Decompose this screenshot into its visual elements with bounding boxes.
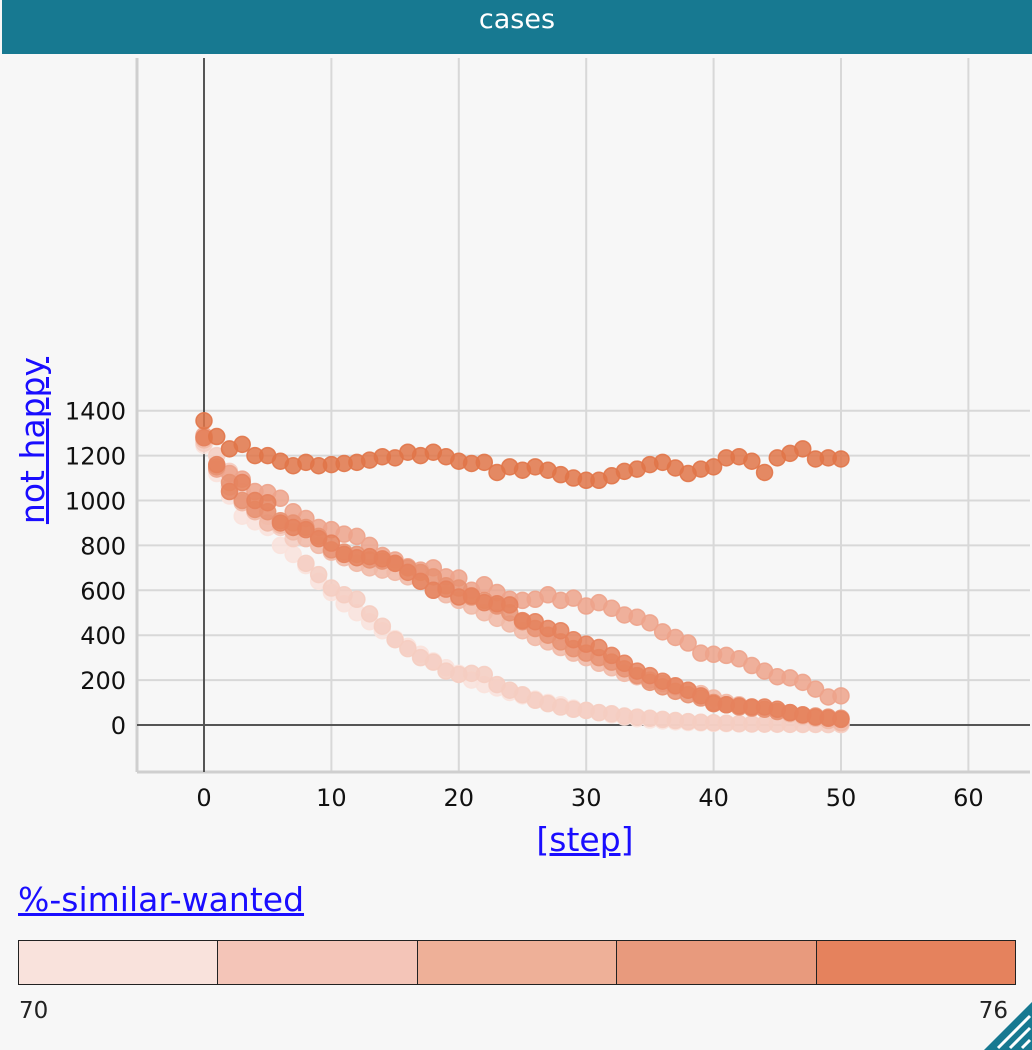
legend-title[interactable]: %-similar-wanted — [18, 880, 305, 919]
y-tick-label: 600 — [80, 577, 126, 605]
data-point — [233, 435, 251, 454]
data-point — [348, 527, 366, 546]
legend-swatch — [816, 941, 1016, 984]
x-tick-label: 40 — [698, 784, 729, 812]
data-point — [322, 534, 341, 552]
data-point — [207, 427, 226, 446]
y-tick-label: 1000 — [65, 488, 126, 516]
data-point — [475, 665, 494, 684]
y-tick-label: 400 — [80, 622, 126, 650]
data-point — [475, 453, 494, 472]
data-point — [806, 680, 825, 698]
legend-swatch — [218, 941, 418, 984]
data-point — [373, 617, 392, 635]
data-point — [386, 554, 404, 573]
data-point — [424, 653, 443, 671]
legend-min-label: 70 — [19, 998, 49, 1024]
data-point — [832, 687, 850, 705]
data-point — [195, 412, 213, 430]
data-point — [386, 630, 404, 649]
data-point — [220, 482, 239, 501]
data-point — [297, 520, 315, 539]
legend-swatch — [617, 941, 817, 984]
data-points — [195, 412, 850, 734]
data-point — [704, 458, 723, 476]
y-axis-label-text[interactable]: not happy — [13, 356, 52, 525]
data-point — [233, 473, 251, 492]
data-point — [641, 614, 659, 632]
window-titlebar: cases — [2, 0, 1032, 54]
data-point — [360, 605, 379, 623]
y-tick-label: 1400 — [65, 398, 126, 426]
data-point — [564, 589, 583, 607]
data-point — [602, 646, 621, 665]
data-point — [679, 634, 697, 652]
data-point — [692, 687, 710, 705]
x-tick-label: 20 — [444, 784, 475, 812]
window-title: cases — [478, 4, 556, 35]
legend-swatch — [19, 941, 219, 984]
y-tick-label: 1200 — [65, 443, 126, 471]
x-tick-label: 60 — [953, 784, 984, 812]
data-point — [832, 450, 850, 468]
data-point — [501, 596, 519, 614]
x-tick-label: 30 — [571, 784, 602, 812]
legend-swatch — [417, 941, 618, 984]
y-tick-label: 0 — [111, 712, 126, 740]
x-axis-label[interactable]: [step] — [536, 820, 634, 859]
data-point — [411, 572, 430, 591]
data-point — [794, 440, 812, 458]
color-legend — [18, 940, 1016, 985]
x-tick-label: 0 — [196, 784, 211, 812]
y-tick-label: 800 — [80, 532, 126, 560]
data-point — [399, 563, 417, 582]
data-point — [399, 639, 417, 658]
data-point — [309, 565, 328, 584]
data-point — [615, 654, 634, 673]
x-tick-label: 10 — [316, 784, 347, 812]
data-point — [590, 638, 608, 657]
y-tick-label: 200 — [80, 667, 126, 695]
resize-handle-icon[interactable] — [984, 1002, 1032, 1050]
x-tick-label: 50 — [826, 784, 857, 812]
data-point — [755, 463, 774, 482]
data-point — [258, 493, 277, 512]
legend-max-label: 76 — [978, 998, 1008, 1024]
data-point — [832, 710, 850, 729]
data-point — [551, 621, 570, 640]
data-point — [743, 452, 761, 470]
data-point — [297, 554, 315, 573]
y-axis-label[interactable]: not happy — [10, 341, 54, 546]
data-point — [207, 455, 226, 474]
data-point — [348, 590, 366, 609]
data-point — [437, 580, 455, 598]
